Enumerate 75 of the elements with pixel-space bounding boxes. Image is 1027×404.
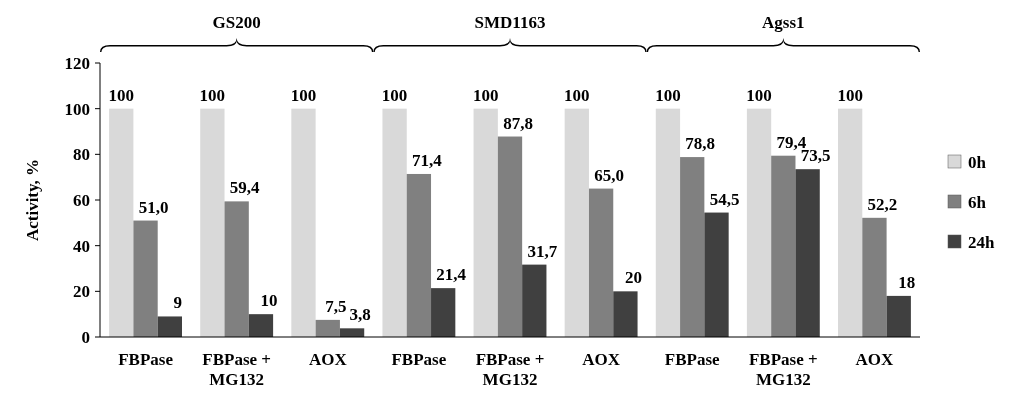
legend-label: 0h <box>968 152 987 172</box>
bar <box>838 108 863 337</box>
y-tick-label: 80 <box>73 145 90 165</box>
data-label: 100 <box>199 85 226 105</box>
x-tick-label: FBPase + MG132 <box>748 350 818 389</box>
y-tick-label: 0 <box>81 327 90 347</box>
data-label: 100 <box>746 85 772 105</box>
y-tick-label: 100 <box>64 99 90 119</box>
data-label: 100 <box>564 85 590 105</box>
bar <box>224 201 249 337</box>
text: Agss1 <box>762 13 805 32</box>
data-label: 100 <box>837 85 863 105</box>
data-label: 52,2 <box>867 194 898 214</box>
data-label: 100 <box>290 85 317 105</box>
bar <box>680 157 705 337</box>
data-label: 78,8 <box>685 134 716 154</box>
x-tick-label: AOX <box>582 350 621 369</box>
data-label: 100 <box>655 85 681 105</box>
data-label: 31,7 <box>527 241 558 261</box>
bar <box>564 108 589 337</box>
data-label: 7,5 <box>325 296 347 316</box>
y-tick-label: 40 <box>73 236 90 256</box>
y-tick-label: 60 <box>73 190 90 210</box>
bar <box>339 328 365 337</box>
x-tick-label: FBPase <box>664 350 721 369</box>
bar <box>200 108 225 337</box>
data-label: 100 <box>108 85 135 105</box>
x-tick-label: FBPase <box>391 350 447 369</box>
bar <box>771 155 796 337</box>
data-label: 21,4 <box>436 265 467 285</box>
bar <box>497 136 523 337</box>
bar <box>862 217 887 337</box>
bar <box>655 108 681 337</box>
bar <box>613 291 638 337</box>
bar <box>886 295 911 337</box>
bar <box>588 188 614 337</box>
data-label: 20 <box>624 268 642 288</box>
bar <box>382 108 407 337</box>
x-tick-label: AOX <box>308 350 348 369</box>
legend-label: 24h <box>968 232 995 252</box>
x-tick-label: FBPase + MG132 <box>475 350 545 389</box>
data-label: 18 <box>898 272 916 292</box>
text: SMD1163 <box>474 13 546 32</box>
data-label: 65,0 <box>594 165 624 185</box>
data-label: 59,4 <box>229 178 261 198</box>
data-label: 9 <box>173 293 183 313</box>
y-tick-label: 120 <box>64 53 90 73</box>
data-label: 87,8 <box>503 113 533 133</box>
bar <box>746 108 772 337</box>
bar <box>704 212 729 337</box>
bar <box>315 319 340 337</box>
legend-label: 6h <box>968 192 987 212</box>
bar <box>291 108 316 337</box>
bar <box>157 316 182 337</box>
x-tick-label: FBPase <box>118 350 174 369</box>
bar <box>109 108 134 337</box>
data-label: 54,5 <box>709 189 740 209</box>
data-label: 3,8 <box>349 305 371 325</box>
text: GS200 <box>212 13 261 32</box>
x-tick-label: FBPase + MG132 <box>202 350 272 389</box>
y-axis-title: Activity, % <box>23 158 42 242</box>
x-tick-label: AOX <box>855 350 895 369</box>
data-label: 51,0 <box>138 197 169 217</box>
data-label: 100 <box>472 85 499 105</box>
data-label: 71,4 <box>412 150 443 170</box>
bar <box>473 108 498 337</box>
bar <box>431 288 456 337</box>
bar <box>795 169 820 337</box>
bar <box>248 314 274 337</box>
bar <box>133 220 158 337</box>
data-label: 10 <box>260 291 278 311</box>
y-tick-label: 20 <box>73 282 90 302</box>
bar <box>406 173 432 337</box>
data-label: 100 <box>381 85 408 105</box>
bar <box>522 264 547 337</box>
